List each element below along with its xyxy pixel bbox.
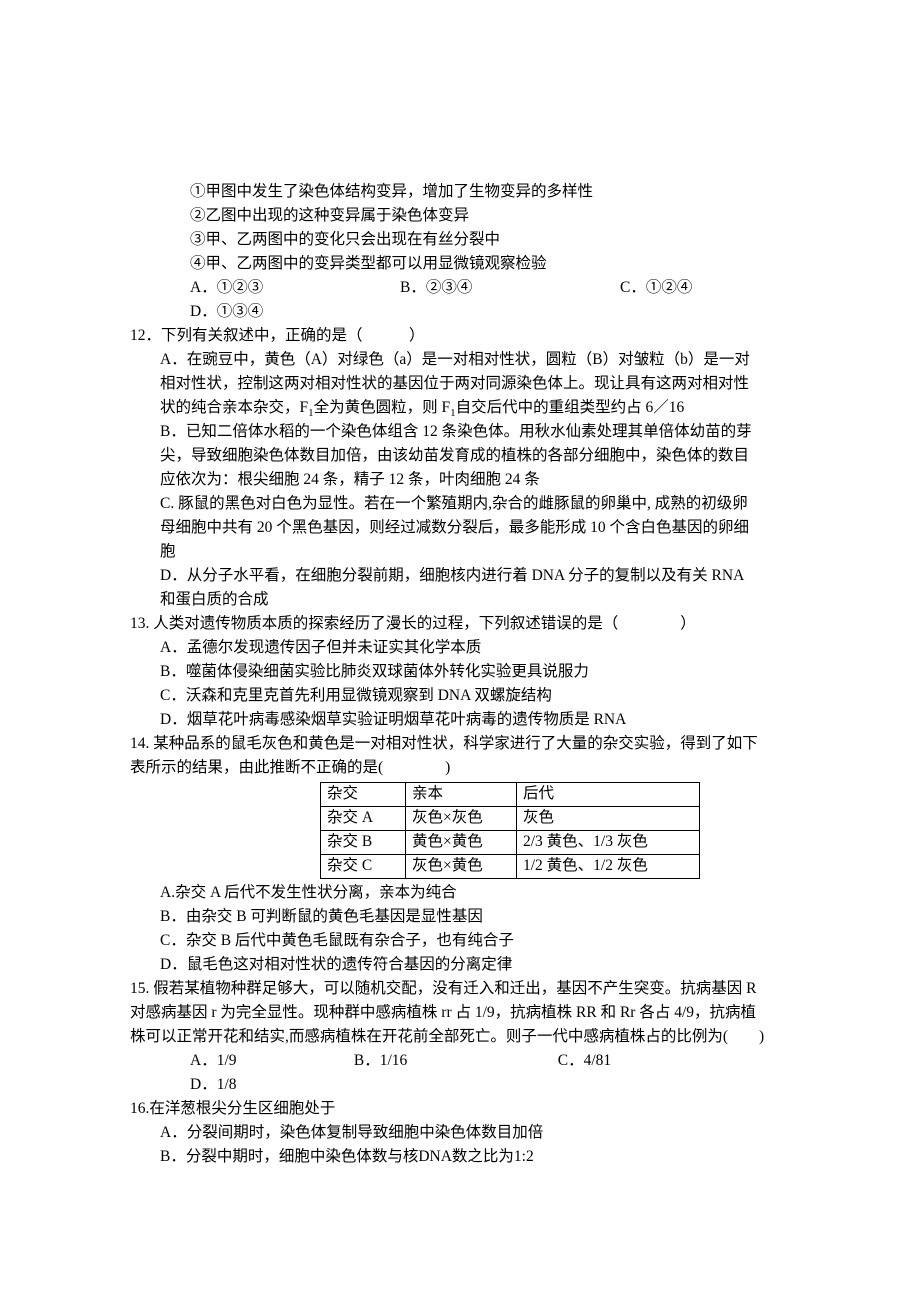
q12-option-d-line2: 和蛋白质的合成	[130, 588, 810, 612]
q11-statement-2: ②乙图中出现的这种变异属于染色体变异	[130, 204, 810, 228]
table-cell: 杂交 C	[321, 855, 406, 879]
q12-option-a-line3: 状的纯合亲本杂交，F1全为黄色圆粒，则 F1自交后代中的重组类型约占 6／16	[130, 396, 810, 420]
table-row: 杂交 A 灰色×灰色 灰色	[321, 807, 700, 831]
q15-choice-d: D．1/8	[190, 1073, 290, 1097]
table-header-offspring: 后代	[517, 783, 700, 807]
table-row: 杂交 亲本 后代	[321, 783, 700, 807]
q12-option-c-line1: C. 豚鼠的黑色对白色为显性。若在一个繁殖期内,杂合的雌豚鼠的卵巢中, 成熟的初…	[130, 492, 810, 516]
q15-choice-c: C．4/81	[558, 1049, 708, 1073]
q12-option-a-line1: A．在豌豆中，黄色（A）对绿色（a）是一对相对性状，圆粒（B）对皱粒（b）是一对	[130, 348, 810, 372]
table-row: 杂交 B 黄色×黄色 2/3 黄色、1/3 灰色	[321, 831, 700, 855]
q14-stem-line2: 表所示的结果，由此推断不正确的是( )	[130, 756, 810, 780]
q13-choice-c: C．沃森和克里克首先利用显微镜观察到 DNA 双螺旋结构	[130, 684, 810, 708]
table-cell: 灰色×黄色	[406, 855, 517, 879]
q12-option-c-line2: 母细胞中共有 20 个黑色基因，则经过减数分裂后，最多能形成 10 个含白色基因…	[130, 516, 810, 540]
q14-choice-c: C．杂交 B 后代中黄色毛鼠既有杂合子，也有纯合子	[130, 929, 810, 953]
q12-option-b-line2: 尖，导致细胞染色体数目加倍，由该幼苗发育成的植株的各部分细胞中，染色体的数目	[130, 444, 810, 468]
q14-table: 杂交 亲本 后代 杂交 A 灰色×灰色 灰色 杂交 B 黄色×黄色 2/3 黄色…	[320, 782, 700, 879]
q13-choice-a: A．孟德尔发现遗传因子但并未证实其化学本质	[130, 636, 810, 660]
q12-option-a-line2: 相对性状，控制这两对相对性状的基因位于两对同源染色体上。现让具有这两对相对性	[130, 372, 810, 396]
q12-option-c-line3: 胞	[130, 540, 810, 564]
q14-choice-d: D．鼠毛色这对相对性状的遗传符合基因的分离定律	[130, 953, 810, 977]
q15-choice-a: A．1/9	[190, 1049, 350, 1073]
q13-choice-b: B．噬菌体侵染细菌实验比肺炎双球菌体外转化实验更具说服力	[130, 660, 810, 684]
exam-page: ①甲图中发生了染色体结构变异，增加了生物变异的多样性 ②乙图中出现的这种变异属于…	[0, 0, 920, 1249]
q11-statement-4: ④甲、乙两图中的变异类型都可以用显微镜观察检验	[130, 252, 810, 276]
q15-choices: A．1/9 B．1/16 C．4/81 D．1/8	[130, 1049, 810, 1097]
q12-stem: 12．下列有关叙述中，正确的是（ ）	[130, 324, 810, 348]
q12-option-b-line1: B．已知二倍体水稻的一个染色体组含 12 条染色体。用秋水仙素处理其单倍体幼苗的…	[130, 420, 810, 444]
q12-a3a: 状的纯合亲本杂交，F	[160, 399, 308, 416]
table-row: 杂交 C 灰色×黄色 1/2 黄色、1/2 灰色	[321, 855, 700, 879]
table-cell: 1/2 黄色、1/2 灰色	[517, 855, 700, 879]
q11-choice-b: B．②③④	[400, 276, 620, 300]
table-cell: 黄色×黄色	[406, 831, 517, 855]
q12-option-b-line3: 应依次为：根尖细胞 24 条，精子 12 条，叶肉细胞 24 条	[130, 468, 810, 492]
q13-stem: 13. 人类对遗传物质本质的探索经历了漫长的过程，下列叙述错误的是（ ）	[130, 612, 810, 636]
table-header-parents: 亲本	[406, 783, 517, 807]
table-header-cross: 杂交	[321, 783, 406, 807]
q15-choice-b: B．1/16	[354, 1049, 554, 1073]
q14-choice-b: B．由杂交 B 可判断鼠的黄色毛基因是显性基因	[130, 905, 810, 929]
q16-stem: 16.在洋葱根尖分生区细胞处于	[130, 1097, 810, 1121]
table-cell: 灰色×灰色	[406, 807, 517, 831]
q12-a3b: 全为黄色圆粒，则 F	[314, 399, 451, 416]
q16-choice-a: A．分裂间期时，染色体复制导致细胞中染色体数目加倍	[130, 1121, 810, 1145]
q11-choices-row: A．①②③ B．②③④ C．①②④	[130, 276, 810, 300]
q13-choice-d: D．烟草花叶病毒感染烟草实验证明烟草花叶病毒的遗传物质是 RNA	[130, 708, 810, 732]
q12-option-d-line1: D．从分子水平看，在细胞分裂前期，细胞核内进行着 DNA 分子的复制以及有关 R…	[130, 564, 810, 588]
table-cell: 杂交 B	[321, 831, 406, 855]
q11-statement-3: ③甲、乙两图中的变化只会出现在有丝分裂中	[130, 228, 810, 252]
q15-line3: 株可以正常开花和结实,而感病植株在开花前全部死亡。则子一代中感病植株占的比例为(…	[130, 1025, 810, 1049]
table-cell: 杂交 A	[321, 807, 406, 831]
q14-stem-line1: 14. 某种品系的鼠毛灰色和黄色是一对相对性状，科学家进行了大量的杂交实验，得到…	[130, 732, 810, 756]
q11-statement-1: ①甲图中发生了染色体结构变异，增加了生物变异的多样性	[130, 180, 810, 204]
q14-choice-a: A.杂交 A 后代不发生性状分离，亲本为纯合	[130, 881, 810, 905]
q11-choice-c: C．①②④	[620, 276, 780, 300]
q16-choice-b: B．分裂中期时，细胞中染色体数与核DNA数之比为1:2	[130, 1145, 810, 1169]
q11-choice-d: D．①③④	[130, 300, 810, 324]
q11-choice-a: A．①②③	[190, 276, 400, 300]
table-cell: 灰色	[517, 807, 700, 831]
q15-line1: 15. 假若某植物种群足够大，可以随机交配，没有迁入和迁出，基因不产生突变。抗病…	[130, 977, 810, 1001]
q12-a3c: 自交后代中的重组类型约占 6／16	[456, 399, 685, 416]
table-cell: 2/3 黄色、1/3 灰色	[517, 831, 700, 855]
q15-line2: 对感病基因 r 为完全显性。现种群中感病植株 rr 占 1/9，抗病植株 RR …	[130, 1001, 810, 1025]
